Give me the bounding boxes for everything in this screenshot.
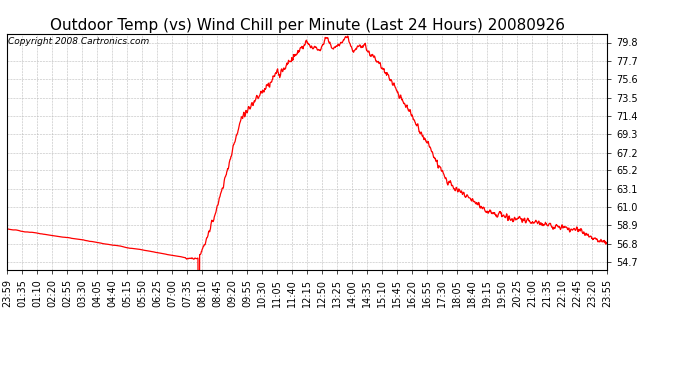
Text: Copyright 2008 Cartronics.com: Copyright 2008 Cartronics.com: [8, 37, 149, 46]
Title: Outdoor Temp (vs) Wind Chill per Minute (Last 24 Hours) 20080926: Outdoor Temp (vs) Wind Chill per Minute …: [50, 18, 564, 33]
